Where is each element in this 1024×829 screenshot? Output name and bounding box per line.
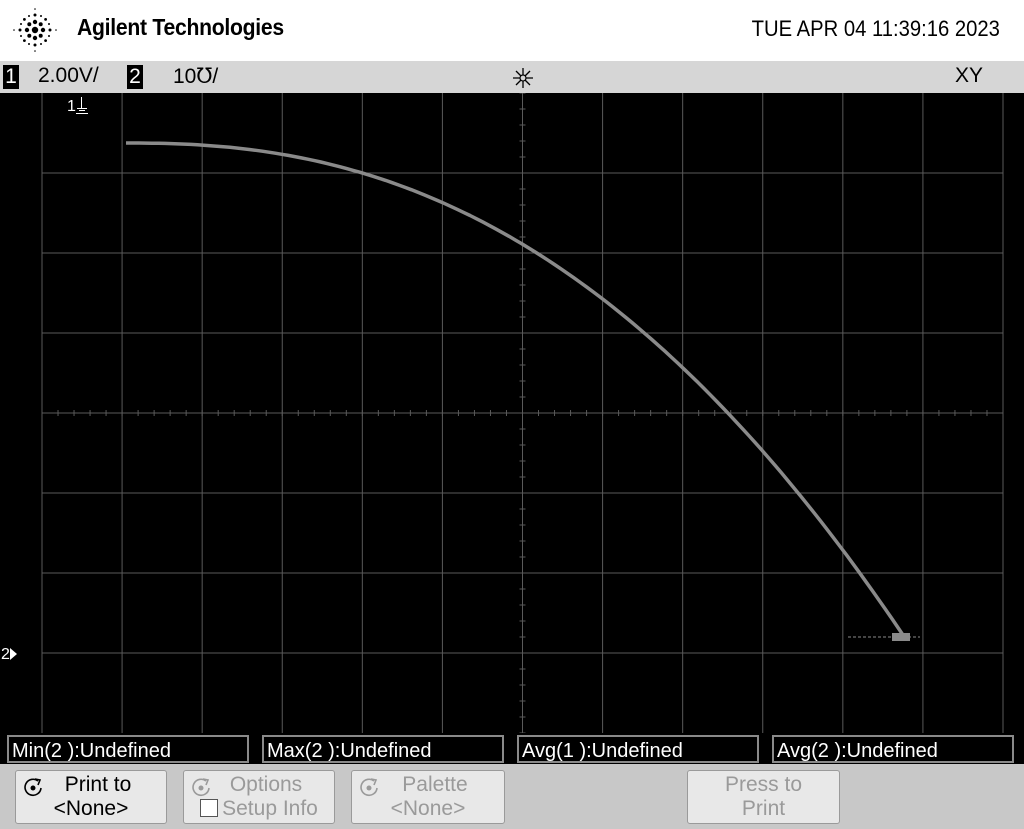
brand-name: Agilent Technologies: [77, 14, 284, 40]
scope-display: 1 2: [0, 92, 1024, 734]
xy-trace: [126, 141, 920, 641]
measurement-avg-ch1[interactable]: Avg(1 ):Undefined: [517, 735, 759, 763]
press-to-print-label-2: Print: [741, 797, 786, 820]
setup-info-label: Setup Info: [222, 797, 318, 820]
arrow-right-icon: [9, 648, 17, 660]
acquisition-status-icon: [513, 68, 533, 88]
channel-1-marker-label: 1: [67, 98, 76, 115]
ground-icon: [75, 97, 88, 114]
status-bar: 1 2.00V/ 2 10℧/ XY: [0, 61, 1024, 93]
xy-trace-curve: [126, 141, 907, 639]
setup-info-option[interactable]: Setup Info: [184, 797, 334, 821]
channel-1-scale: 2.00V/: [38, 64, 99, 87]
softkey-bar: [0, 764, 1024, 829]
channel-2-indicator[interactable]: 2: [127, 65, 143, 89]
display-mode: XY: [955, 64, 984, 87]
channel-2-scale: 10℧/: [173, 65, 219, 88]
waveform-graticule: [41, 92, 1004, 734]
print-to-label: Print to: [64, 773, 132, 796]
palette-label: Palette: [402, 773, 468, 796]
press-to-print-label: Press to: [724, 773, 803, 796]
header-bar: Agilent Technologies TUE APR 04 11:39:16…: [0, 0, 1024, 61]
rotate-knob-icon: [360, 778, 378, 797]
channel-1-ground-marker[interactable]: 1: [67, 97, 88, 116]
print-to-softkey[interactable]: Print to <None>: [15, 770, 167, 824]
rotate-knob-icon: [192, 778, 210, 797]
date-time: TUE APR 04 11:39:16 2023: [751, 16, 1000, 41]
print-to-value: <None>: [53, 797, 129, 820]
palette-value: <None>: [390, 797, 466, 820]
measurement-avg-ch2[interactable]: Avg(2 ):Undefined: [772, 735, 1014, 763]
channel-1-indicator[interactable]: 1: [3, 65, 19, 89]
options-label: Options: [229, 773, 303, 796]
graticule-axis-ticks: [41, 92, 1004, 734]
measurement-min-ch2[interactable]: Min(2 ):Undefined: [7, 735, 249, 763]
channel-2-ground-marker[interactable]: 2: [1, 646, 17, 664]
rotate-knob-icon: [24, 778, 42, 797]
press-to-print-softkey[interactable]: Press to Print: [687, 770, 840, 824]
setup-info-checkbox[interactable]: [200, 799, 219, 817]
options-softkey[interactable]: Options Setup Info: [183, 770, 335, 824]
measurement-max-ch2[interactable]: Max(2 ):Undefined: [262, 735, 504, 763]
channel-2-marker-label: 2: [1, 646, 10, 663]
agilent-spark-logo-icon: [13, 8, 57, 52]
palette-softkey[interactable]: Palette <None>: [351, 770, 505, 824]
